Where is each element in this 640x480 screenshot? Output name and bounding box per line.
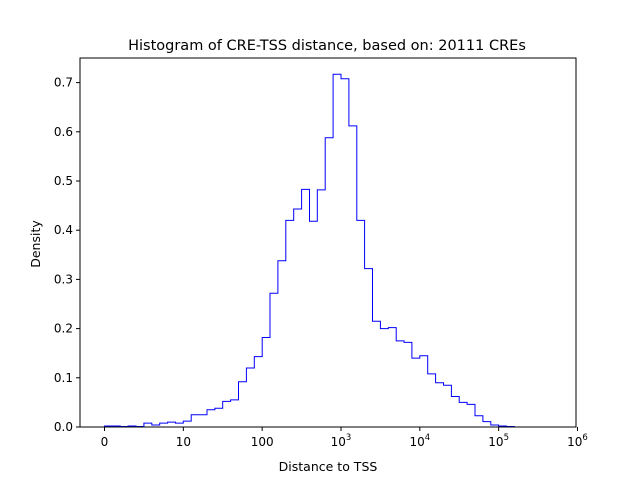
histogram-step-line xyxy=(104,73,554,428)
y-tick-label: 0.7 xyxy=(54,76,73,90)
x-axis-label: Distance to TSS xyxy=(279,459,378,474)
y-tick-label: 0.0 xyxy=(54,420,73,434)
y-tick-label: 0.6 xyxy=(54,125,73,139)
x-tick-label: 106 xyxy=(567,433,588,449)
x-tick-label: 100 xyxy=(251,435,274,449)
y-axis-label: Density xyxy=(28,220,43,268)
x-tick-label: 10 xyxy=(176,435,191,449)
y-tick-label: 0.4 xyxy=(54,223,73,237)
chart-title: Histogram of CRE-TSS distance, based on:… xyxy=(128,38,526,54)
y-tick-label: 0.2 xyxy=(54,322,73,336)
x-tick-label: 103 xyxy=(331,433,352,449)
x-tick-label: 105 xyxy=(488,433,509,449)
x-tick-label: 104 xyxy=(409,433,430,449)
plot-area: 0.0 0.1 0.2 0.3 0.4 0.5 0.6 0.7 0 10 100 103 104 105 1… xyxy=(54,57,588,449)
y-tick-label: 0.3 xyxy=(54,272,73,286)
axes-frame xyxy=(79,57,577,428)
y-tick-label: 0.5 xyxy=(54,174,73,188)
y-tick-label: 0.1 xyxy=(54,371,73,385)
x-tick-label: 0 xyxy=(101,435,109,449)
